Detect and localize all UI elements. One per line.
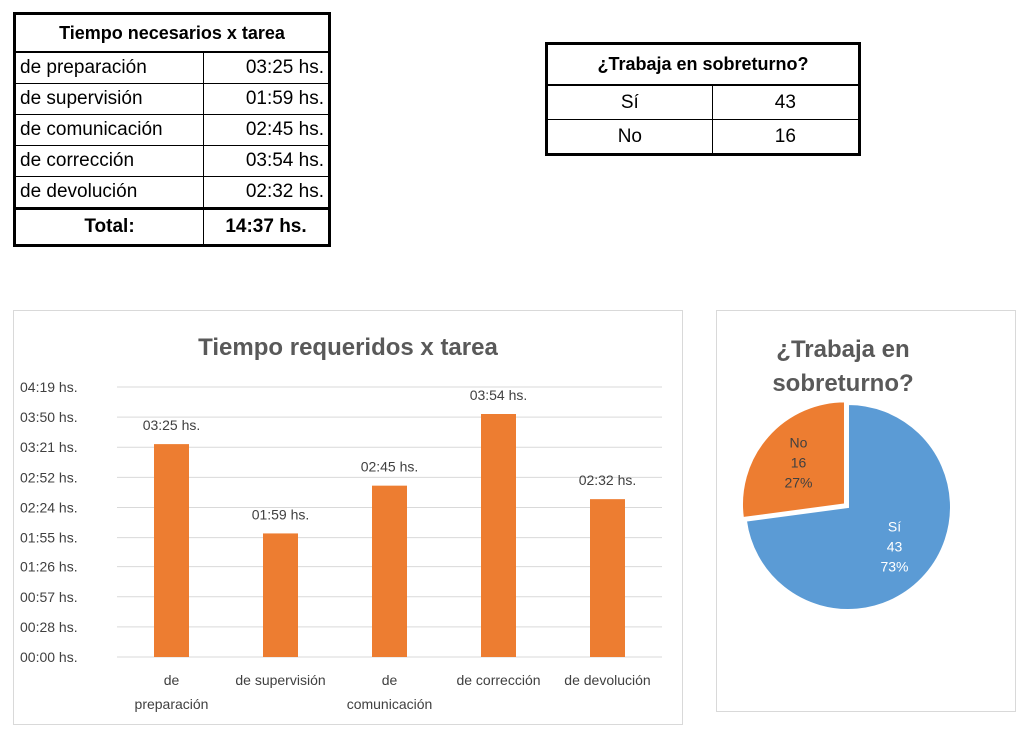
pie-slice	[744, 402, 952, 611]
slice-label: 43	[887, 539, 903, 555]
y-tick-label: 01:55 hs.	[20, 530, 78, 546]
bar-chart: Tiempo requeridos x tarea 00:00 hs. 00:28 …	[20, 334, 662, 712]
bar-chart-panel: Tiempo requeridos x tarea 00:00 hs. 00:28 …	[13, 310, 683, 725]
answer-label: Sí	[546, 84, 713, 120]
table-row: Sí 43	[546, 84, 861, 120]
answer-count: 16	[711, 119, 861, 155]
data-label: 01:59 hs.	[252, 506, 310, 522]
task-time: 02:32 hs.	[203, 176, 330, 209]
y-tick-label: 04:19 hs.	[20, 379, 78, 395]
table-row: de preparación 03:25 hs.	[14, 51, 330, 84]
y-tick-label: 00:28 hs.	[20, 619, 78, 635]
table-row: de corrección 03:54 hs.	[14, 145, 330, 177]
x-tick-label: comunicación	[347, 696, 433, 712]
x-tick-label: de devolución	[564, 672, 650, 688]
x-tick-label: de	[382, 672, 398, 688]
data-label: 02:32 hs.	[579, 472, 637, 488]
y-tick-label: 02:52 hs.	[20, 469, 78, 485]
table-row: de comunicación 02:45 hs.	[14, 114, 330, 146]
bar	[372, 485, 407, 657]
chart-title: sobreturno?	[772, 370, 913, 397]
task-label: de devolución	[14, 176, 204, 209]
total-row: Total: 14:37 hs.	[14, 207, 330, 246]
table-row: de devolución 02:32 hs.	[14, 176, 330, 209]
x-tick-label: de corrección	[456, 672, 540, 688]
x-tick-label: de supervisión	[235, 672, 325, 688]
bar	[263, 533, 298, 657]
task-time: 03:25 hs.	[203, 51, 330, 84]
time-table: Tiempo necesarios x tarea de preparación…	[13, 12, 331, 247]
task-time: 02:45 hs.	[203, 114, 330, 146]
answer-count: 43	[711, 84, 861, 120]
y-tick-label: 00:57 hs.	[20, 589, 78, 605]
y-tick-label: 01:26 hs.	[20, 559, 78, 575]
overtime-table: ¿Trabaja en sobreturno? Sí 43 No 16	[545, 42, 861, 156]
table-row: No 16	[546, 119, 861, 155]
bar	[481, 414, 516, 657]
total-value: 14:37 hs.	[203, 207, 330, 246]
y-tick-label: 02:24 hs.	[20, 499, 78, 515]
data-label: 02:45 hs.	[361, 459, 419, 475]
y-tick-label: 03:50 hs.	[20, 409, 78, 425]
chart-title: ¿Trabaja en	[776, 336, 909, 363]
chart-title: Tiempo requeridos x tarea	[198, 334, 498, 361]
pie-chart: ¿Trabaja en sobreturno? Sí 43 73% No 16 27%	[741, 336, 952, 611]
slice-label: 27%	[784, 475, 812, 491]
pie-slice	[741, 400, 846, 520]
slice-label: 16	[791, 455, 807, 471]
task-label: de preparación	[14, 51, 204, 84]
task-time: 03:54 hs.	[203, 145, 330, 177]
task-label: de corrección	[14, 145, 204, 177]
task-label: de supervisión	[14, 83, 204, 115]
overtime-table-header: ¿Trabaja en sobreturno?	[546, 43, 860, 86]
slice-label: No	[790, 435, 808, 451]
y-tick-label: 03:21 hs.	[20, 439, 78, 455]
task-time: 01:59 hs.	[203, 83, 330, 115]
bar	[590, 499, 625, 657]
time-table-header: Tiempo necesarios x tarea	[14, 13, 330, 53]
bar	[154, 444, 189, 657]
slice-label: 73%	[880, 559, 908, 575]
task-label: de comunicación	[14, 114, 204, 146]
pie-chart-panel: ¿Trabaja en sobreturno? Sí 43 73% No 16 27%	[716, 310, 1016, 712]
total-label: Total:	[14, 207, 204, 246]
data-label: 03:25 hs.	[143, 417, 201, 433]
y-tick-label: 00:00 hs.	[20, 649, 78, 665]
answer-label: No	[546, 119, 713, 155]
data-label: 03:54 hs.	[470, 387, 528, 403]
slice-label: Sí	[888, 519, 901, 535]
x-tick-label: preparación	[135, 696, 209, 712]
x-tick-label: de	[164, 672, 180, 688]
table-row: de supervisión 01:59 hs.	[14, 83, 330, 115]
